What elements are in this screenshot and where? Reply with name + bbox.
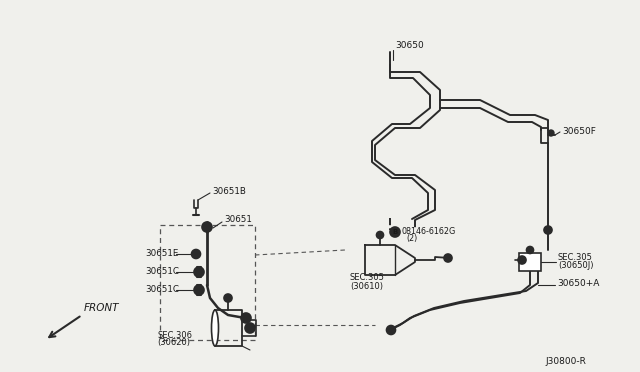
Text: (30620): (30620) <box>157 339 190 347</box>
Circle shape <box>518 256 526 264</box>
Circle shape <box>548 130 554 136</box>
Circle shape <box>527 247 534 253</box>
Circle shape <box>224 294 232 302</box>
Circle shape <box>245 323 255 333</box>
Text: SEC.306: SEC.306 <box>157 330 192 340</box>
Circle shape <box>194 285 204 295</box>
Circle shape <box>387 326 396 334</box>
Text: (2): (2) <box>406 234 417 244</box>
Circle shape <box>376 231 383 238</box>
Text: J30800-R: J30800-R <box>545 357 586 366</box>
Text: (30610): (30610) <box>350 282 383 292</box>
Text: SEC.305: SEC.305 <box>350 273 385 282</box>
Bar <box>519 253 541 271</box>
Circle shape <box>544 226 552 234</box>
Circle shape <box>444 254 452 262</box>
Text: 30651: 30651 <box>224 215 252 224</box>
Text: 30651B: 30651B <box>212 186 246 196</box>
Text: 30651C: 30651C <box>145 266 179 276</box>
Circle shape <box>241 313 251 323</box>
Text: 30651C: 30651C <box>145 285 179 295</box>
Circle shape <box>390 227 400 237</box>
Circle shape <box>191 250 200 259</box>
Text: 30650+A: 30650+A <box>557 279 600 288</box>
Text: FRONT: FRONT <box>84 303 120 313</box>
Circle shape <box>196 288 202 292</box>
Ellipse shape <box>211 310 218 346</box>
Circle shape <box>196 269 202 275</box>
Text: SEC.305: SEC.305 <box>558 253 593 263</box>
Text: 30651E: 30651E <box>145 248 179 257</box>
Circle shape <box>194 267 204 277</box>
Circle shape <box>202 222 212 232</box>
Text: (30650J): (30650J) <box>558 262 593 270</box>
Text: 30650F: 30650F <box>562 126 596 135</box>
Text: 08146-6162G: 08146-6162G <box>402 227 456 235</box>
Text: B: B <box>392 229 397 235</box>
Text: 30650: 30650 <box>395 41 424 49</box>
